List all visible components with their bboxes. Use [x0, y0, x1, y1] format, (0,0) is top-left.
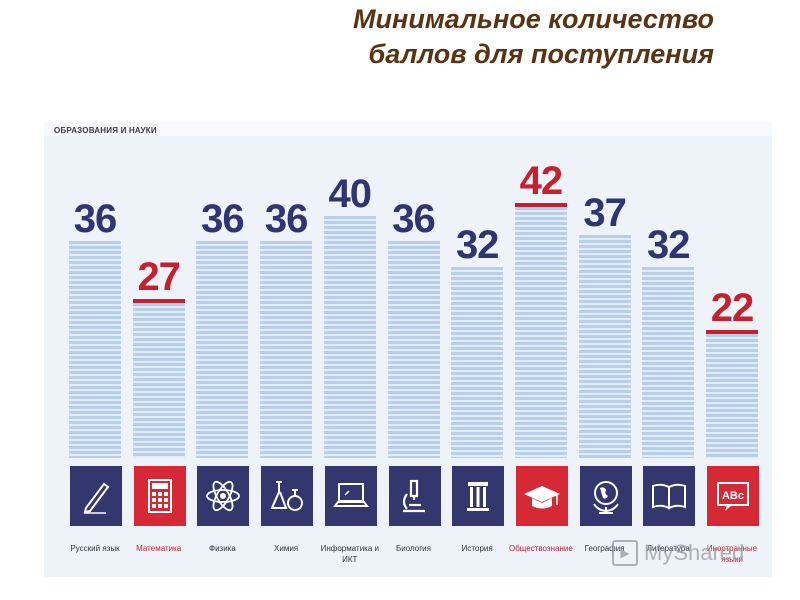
- graduation-cap-icon: [523, 486, 560, 509]
- watermark-text: MyShared: [644, 540, 745, 565]
- laptop-icon: [332, 483, 369, 507]
- watermark: ▶ MyShared: [612, 540, 744, 566]
- data-label: 36: [264, 197, 309, 242]
- title-line-1: Минимальное количество: [353, 4, 714, 34]
- play-icon: ▶: [612, 540, 638, 566]
- subject-tile: [388, 466, 441, 526]
- bar: [706, 330, 758, 458]
- subject-tile: [579, 466, 632, 526]
- subject-tile: ABc: [707, 466, 759, 526]
- calculator-icon: [147, 479, 172, 513]
- category-label: Биология: [396, 544, 431, 553]
- category-label: Иностранные языки: [706, 544, 758, 564]
- bar: [451, 266, 504, 458]
- category-label: Информатика и ИКТ: [320, 544, 379, 564]
- subject-tile: [70, 466, 122, 526]
- svg-text:ABc: ABc: [722, 490, 744, 502]
- bar: [196, 241, 249, 458]
- category-label: Русский язык: [70, 544, 120, 553]
- subject-tile: [643, 466, 696, 526]
- data-label: 36: [392, 197, 436, 242]
- data-label: 32: [647, 222, 691, 267]
- subject-tile: [133, 466, 186, 526]
- category-label: Химия: [274, 544, 299, 553]
- subject-tile: [197, 466, 250, 526]
- bar: [260, 241, 313, 458]
- category-label: Обществознание: [508, 544, 573, 553]
- data-label: 27: [137, 254, 181, 299]
- atom-icon: [206, 480, 241, 512]
- category-label: География: [584, 544, 625, 553]
- bar: [323, 216, 376, 458]
- flask-icon: [270, 481, 304, 511]
- data-label: 40: [328, 172, 373, 216]
- subject-tile: [452, 466, 505, 526]
- data-label: 42: [519, 159, 564, 204]
- pen-icon: [83, 482, 110, 514]
- page-title: Минимальное количество баллов для поступ…: [194, 2, 714, 72]
- data-label: 37: [583, 191, 627, 236]
- book-icon: [652, 483, 687, 510]
- category-label: История: [461, 544, 493, 553]
- bar: [578, 235, 631, 458]
- category-label: Литература: [646, 544, 690, 553]
- data-label: 22: [710, 286, 755, 331]
- bar: [132, 298, 185, 458]
- bar: [387, 241, 440, 458]
- bar: [642, 266, 695, 458]
- data-label: 32: [455, 222, 500, 267]
- category-label: Физика: [208, 544, 236, 553]
- bar: [514, 203, 567, 458]
- subject-tile: [324, 466, 377, 526]
- abc-icon: ABc: [717, 482, 749, 511]
- bar: [69, 241, 121, 458]
- category-label: Математика: [136, 544, 182, 553]
- data-label: 36: [201, 197, 245, 242]
- microscope-icon: [402, 479, 425, 513]
- subject-tile: [261, 466, 314, 526]
- subject-tile: [515, 466, 568, 526]
- column-icon: [467, 482, 490, 511]
- globe-icon: [592, 481, 619, 514]
- organization-label: ОБРАЗОВАНИЯ И НАУКИ: [54, 126, 157, 135]
- data-label: 36: [73, 197, 118, 242]
- title-line-2: баллов для поступления: [368, 39, 715, 69]
